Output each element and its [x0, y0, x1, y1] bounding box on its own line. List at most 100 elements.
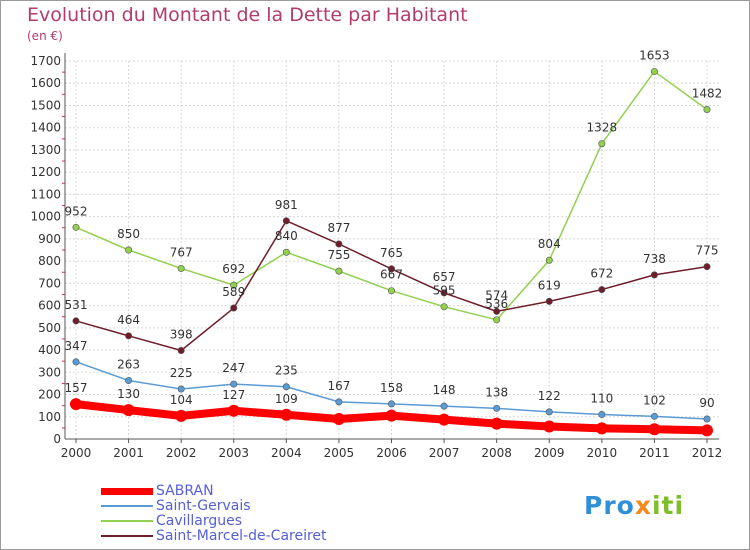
- data-point: [177, 264, 185, 272]
- data-label: 840: [275, 229, 298, 243]
- data-label: 1653: [639, 48, 670, 62]
- data-point: [650, 67, 658, 75]
- data-label: 1328: [587, 121, 618, 135]
- data-point: [387, 287, 395, 295]
- data-label: 952: [65, 204, 88, 218]
- data-label: 775: [696, 244, 719, 258]
- data-label: 157: [65, 381, 88, 395]
- legend-label: Saint-Marcel-de-Careiret: [156, 528, 327, 544]
- data-point: [72, 358, 80, 366]
- y-tick-label: 500: [38, 321, 61, 335]
- data-point: [125, 246, 133, 254]
- chart-subtitle: (en €): [27, 29, 63, 43]
- data-label: 127: [222, 388, 245, 402]
- legend-swatch: [101, 535, 153, 537]
- data-point: [703, 105, 711, 113]
- logo-part-2: x: [634, 491, 652, 520]
- y-tick-label: 1500: [30, 98, 61, 112]
- data-point: [335, 398, 343, 406]
- data-point: [387, 400, 395, 408]
- data-label: 767: [170, 245, 193, 259]
- data-point: [177, 385, 185, 393]
- data-label: 138: [485, 385, 508, 399]
- x-tick-label: 2010: [587, 446, 618, 460]
- x-tick-label: 2002: [166, 446, 197, 460]
- data-point: [493, 404, 501, 412]
- data-label: 536: [485, 297, 508, 311]
- data-label: 225: [170, 366, 193, 380]
- data-point: [387, 265, 395, 273]
- logo-part-3: iti: [651, 491, 685, 520]
- data-point: [438, 413, 451, 426]
- data-point: [335, 240, 343, 248]
- data-point: [175, 409, 188, 422]
- x-tick-label: 2001: [113, 446, 144, 460]
- proxiti-logo: Proxiti: [584, 491, 684, 520]
- chart-title: Evolution du Montant de la Dette par Hab…: [27, 4, 468, 26]
- data-point: [648, 423, 661, 436]
- data-point: [545, 256, 553, 264]
- x-tick-label: 2008: [481, 446, 512, 460]
- y-tick-label: 800: [38, 254, 61, 268]
- data-point: [545, 297, 553, 305]
- data-point: [280, 408, 293, 421]
- data-label: 692: [222, 262, 245, 276]
- y-tick-label: 900: [38, 232, 61, 246]
- y-tick-label: 100: [38, 410, 61, 424]
- x-tick-label: 2000: [61, 446, 92, 460]
- data-point: [282, 248, 290, 256]
- data-point: [125, 332, 133, 340]
- data-point: [440, 303, 448, 311]
- data-label: 667: [380, 268, 403, 282]
- data-point: [282, 217, 290, 225]
- data-label: 589: [222, 285, 245, 299]
- data-label: 158: [380, 381, 403, 395]
- data-point: [125, 377, 133, 385]
- data-point: [650, 412, 658, 420]
- data-point: [230, 281, 238, 289]
- data-point: [335, 267, 343, 275]
- data-label: 110: [590, 392, 613, 406]
- data-label: 765: [380, 246, 403, 260]
- data-label: 102: [643, 393, 666, 407]
- y-tick-label: 1000: [30, 210, 61, 224]
- legend-swatch: [101, 505, 153, 507]
- data-point: [70, 398, 82, 411]
- data-point: [230, 380, 238, 388]
- y-tick-label: 600: [38, 299, 61, 313]
- data-point: [230, 304, 238, 312]
- data-label: 738: [643, 252, 666, 266]
- data-label: 657: [433, 270, 456, 284]
- data-label: 247: [222, 361, 245, 375]
- data-label: 574: [485, 288, 508, 302]
- legend-label: SABRAN: [156, 483, 214, 499]
- data-label: 109: [275, 392, 298, 406]
- data-label: 398: [170, 328, 193, 342]
- data-point: [650, 271, 658, 279]
- data-label: 672: [590, 267, 613, 281]
- y-tick-label: 700: [38, 276, 61, 290]
- y-tick-label: 400: [38, 343, 61, 357]
- data-point: [598, 411, 606, 419]
- y-tick-label: 300: [38, 365, 61, 379]
- data-label: 235: [275, 364, 298, 378]
- data-label: 1482: [692, 86, 723, 100]
- data-label: 850: [117, 227, 140, 241]
- data-point: [440, 402, 448, 410]
- y-tick-label: 1700: [30, 54, 61, 68]
- data-label: 981: [275, 198, 298, 212]
- legend-label: Saint-Gervais: [156, 498, 251, 514]
- x-tick-label: 2009: [534, 446, 565, 460]
- data-point: [598, 140, 606, 148]
- y-tick-label: 1300: [30, 143, 61, 157]
- data-label: 877: [327, 221, 350, 235]
- data-label: 263: [117, 358, 140, 372]
- x-tick-label: 2005: [324, 446, 355, 460]
- data-point: [703, 415, 711, 423]
- data-point: [385, 409, 398, 422]
- data-point: [595, 422, 608, 435]
- data-label: 464: [117, 313, 140, 327]
- data-point: [490, 417, 503, 430]
